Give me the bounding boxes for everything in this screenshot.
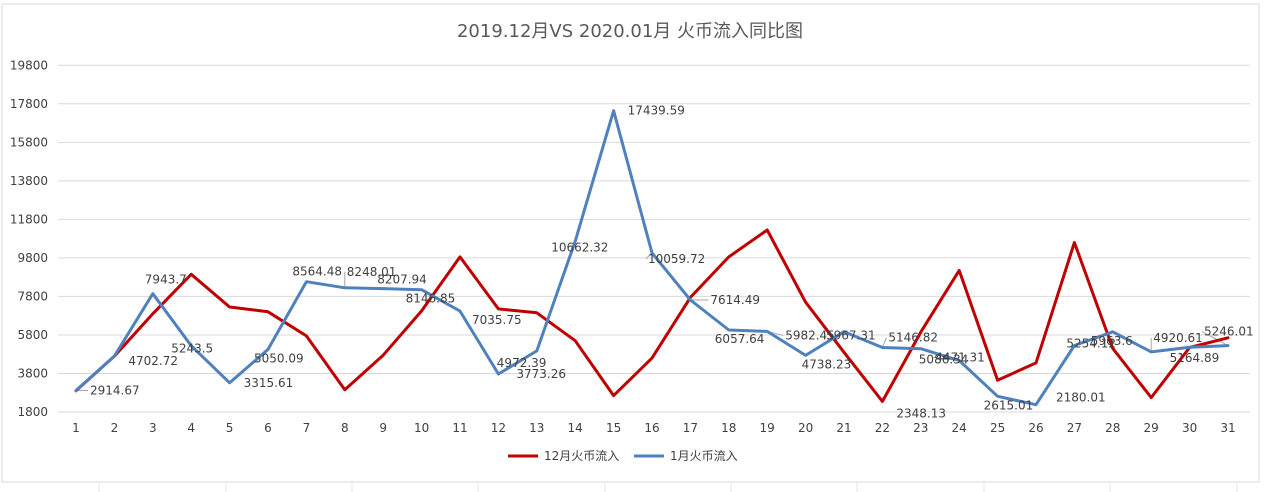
chart-area [1,3,1260,483]
series-line-1 [74,228,1230,403]
x-tick-label: 11 [452,421,467,435]
series-line-2 [74,109,1230,407]
y-tick-label: 13800 [10,174,48,188]
x-tick-label: 20 [798,421,813,435]
x-tick-label: 13 [529,421,544,435]
data-label: 7035.75 [472,313,522,327]
data-label: 10059.72 [648,252,705,266]
x-tick-label: 17 [683,421,698,435]
leader-line [1201,331,1229,347]
data-label: 5146.82 [888,331,938,345]
data-label: 8248.01 [347,265,397,279]
x-tick-label: 8 [341,421,349,435]
y-tick-label: 9800 [17,251,48,265]
x-tick-label: 4 [187,421,195,435]
y-tick-label: 1800 [17,405,48,419]
legend-label-series-1: 12月火币流入 [544,449,619,463]
legend: 12月火币流入 1月火币流入 [508,449,738,463]
spreadsheet-gridlines [98,482,1238,492]
x-tick-label: 26 [1028,421,1043,435]
y-tick-label: 3800 [17,366,48,380]
data-label: 7943.7 [145,273,187,287]
x-tick-label: 14 [568,421,583,435]
x-tick-label: 2 [111,421,119,435]
data-label: 8146.85 [406,292,456,306]
data-label: 5164.89 [1170,351,1220,365]
data-label: 6057.64 [715,332,765,346]
x-axis: 1 2 3 4 5 6 7 8 9 10 11 12 13 14 15 16 17 18 19 20 21 22 23 24 2… [72,421,1235,435]
x-tick-label: 19 [760,421,775,435]
data-label: 2615.01 [984,398,1034,412]
data-label: 8207.94 [377,273,427,287]
data-label: 4972.39 [497,356,547,370]
data-labels: 2348.13 2914.67 4702.72 7943.7 5243.5 3315.61… [90,104,1254,421]
leader-line [881,337,887,348]
data-label: 5086.34 [919,353,969,367]
x-tick-label: 30 [1182,421,1197,435]
data-label: 10662.32 [551,240,608,254]
x-tick-label: 25 [990,421,1005,435]
x-tick-label: 24 [952,421,967,435]
x-tick-label: 27 [1067,421,1082,435]
data-label: 4738.23 [802,357,852,371]
x-tick-label: 3 [149,421,157,435]
x-tick-label: 7 [303,421,311,435]
data-label: 5246.01 [1204,325,1254,339]
data-label: 3315.61 [244,376,294,390]
x-tick-label: 18 [721,421,736,435]
x-tick-label: 29 [1144,421,1159,435]
data-label: 4702.72 [128,354,178,368]
x-tick-label: 21 [836,421,851,435]
data-label: 17439.59 [628,104,685,118]
x-tick-label: 28 [1105,421,1120,435]
data-label: 5050.09 [254,351,304,365]
x-tick-label: 12 [491,421,506,435]
series-lines [74,109,1230,407]
data-label: 8564.48 [292,265,342,279]
data-label: 5982.45 [785,328,835,342]
data-label: 5963.6 [1091,334,1133,348]
x-tick-label: 31 [1220,421,1235,435]
y-tick-label: 15800 [10,135,48,149]
x-tick-label: 9 [379,421,387,435]
data-label: 5967.31 [826,329,876,343]
data-label: 2348.13 [896,406,946,420]
data-label: 4471.31 [935,351,985,365]
data-label: 4920.61 [1153,331,1203,345]
data-label: 2914.67 [90,384,140,398]
data-label: 5243.5 [171,342,213,356]
legend-label-series-2: 1月火币流入 [670,449,738,463]
x-tick-label: 23 [913,421,928,435]
x-tick-label: 1 [72,421,80,435]
x-tick-label: 16 [644,421,659,435]
x-tick-label: 5 [226,421,234,435]
y-axis: 1800 3800 5800 7800 9800 11800 13800 15800 17800… [10,58,48,419]
x-tick-label: 15 [606,421,621,435]
data-label: 2180.01 [1056,391,1106,405]
data-label: 3773.26 [516,367,566,381]
y-tick-label: 17800 [10,97,48,111]
y-tick-label: 19800 [10,58,48,72]
y-tick-label: 5800 [17,328,48,342]
x-tick-label: 10 [414,421,429,435]
gridlines [58,64,1250,413]
y-tick-label: 7800 [17,289,48,303]
data-label: 7614.49 [710,293,760,307]
x-tick-label: 6 [264,421,272,435]
y-tick-label: 11800 [10,212,48,226]
chart-title: 2019.12月VS 2020.01月 火币流入同比图 [457,21,803,42]
x-tick-label: 22 [875,421,890,435]
data-label: 5254.12 [1066,336,1116,350]
